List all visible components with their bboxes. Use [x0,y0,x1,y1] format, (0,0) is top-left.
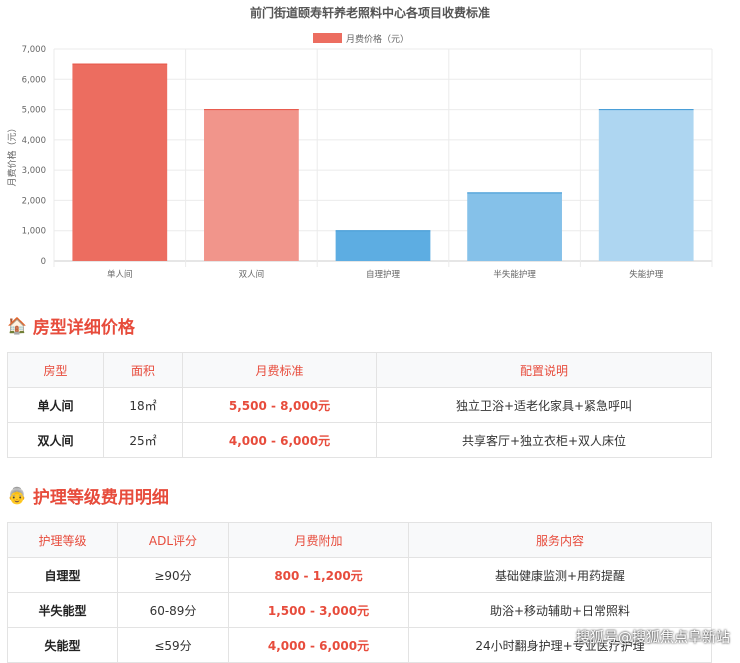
table-cell: 4,000 - 6,000元 [228,627,409,663]
section-care-title: 👵 护理等级费用明细 [7,486,169,508]
table-cell: 1,500 - 3,000元 [228,592,409,628]
table-cell: 18㎡ [103,387,183,423]
bar-双人间 [204,109,299,261]
table-cell: 60-89分 [117,592,229,628]
y-tick-label: 1,000 [22,227,46,237]
table-cell: 独立卫浴+适老化家具+紧急呼叫 [376,387,712,423]
table-cell: 单人间 [7,387,104,423]
bar-半失能护理 [467,192,562,261]
table-cell: 助浴+移动辅助+日常照料 [408,592,712,628]
y-axis-label: 月费价格（元） [6,123,18,186]
house-icon: 🏠 [7,316,27,335]
chart-title: 前门街道颐寿轩养老照料中心各项目收费标准 [250,5,490,20]
x-tick-label: 自理护理 [366,269,401,280]
y-tick-label: 3,000 [22,166,46,176]
y-tick-label: 0 [41,257,46,267]
x-tick-label: 半失能护理 [493,269,536,280]
column-header: 配置说明 [376,352,712,388]
table-row: 半失能型 60-89分 1,500 - 3,000元 助浴+移动辅助+日常照料 [7,592,712,628]
table-row: 单人间 18㎡ 5,500 - 8,000元 独立卫浴+适老化家具+紧急呼叫 [7,387,712,423]
bar-单人间 [72,64,168,262]
column-header: 面积 [103,352,183,388]
table-cell: 双人间 [7,422,104,458]
y-tick-label: 7,000 [22,45,46,55]
y-tick-label: 6,000 [22,75,46,85]
table-cell: 基础健康监测+用药提醒 [408,557,712,593]
table-cell: 自理型 [7,557,118,593]
column-header: 房型 [7,352,104,388]
legend-swatch [313,33,342,43]
x-tick-label: 单人间 [107,269,133,280]
y-tick-label: 4,000 [22,136,46,146]
column-header: 月费附加 [228,522,409,558]
y-tick-label: 2,000 [22,196,46,206]
table-cell: 失能型 [7,627,118,663]
column-header: 月费标准 [182,352,377,388]
column-header: ADL评分 [117,522,229,558]
watermark: 搜狐号@搜狐焦点阜新站 [576,630,730,646]
column-header: 护理等级 [7,522,118,558]
table-cell: 5,500 - 8,000元 [182,387,377,423]
table-cell: 半失能型 [7,592,118,628]
table-cell: ≥90分 [117,557,229,593]
x-tick-label: 双人间 [239,270,265,280]
bar-自理护理 [335,230,431,261]
table-cell: ≤59分 [117,627,229,663]
elderly-person-icon: 👵 [7,486,27,505]
section-room-title: 🏠 房型详细价格 [7,316,135,338]
y-tick-label: 5,000 [22,106,46,116]
table-cell: 共享客厅+独立衣柜+双人床位 [376,422,712,458]
table-cell: 800 - 1,200元 [228,557,409,593]
bar-失能护理 [598,109,694,261]
table-cell: 25㎡ [103,422,183,458]
x-tick-label: 失能护理 [629,269,664,280]
column-header: 服务内容 [408,522,712,558]
table-cell: 4,000 - 6,000元 [182,422,377,458]
table-row: 自理型 ≥90分 800 - 1,200元 基础健康监测+用药提醒 [7,557,712,593]
table-row: 双人间 25㎡ 4,000 - 6,000元 共享客厅+独立衣柜+双人床位 [7,422,712,458]
legend-label: 月费价格（元） [346,33,409,45]
room-price-table: 房型 面积 月费标准 配置说明 单人间 18㎡ 5,500 - 8,000元 独立卫浴+适老化… [7,352,712,458]
